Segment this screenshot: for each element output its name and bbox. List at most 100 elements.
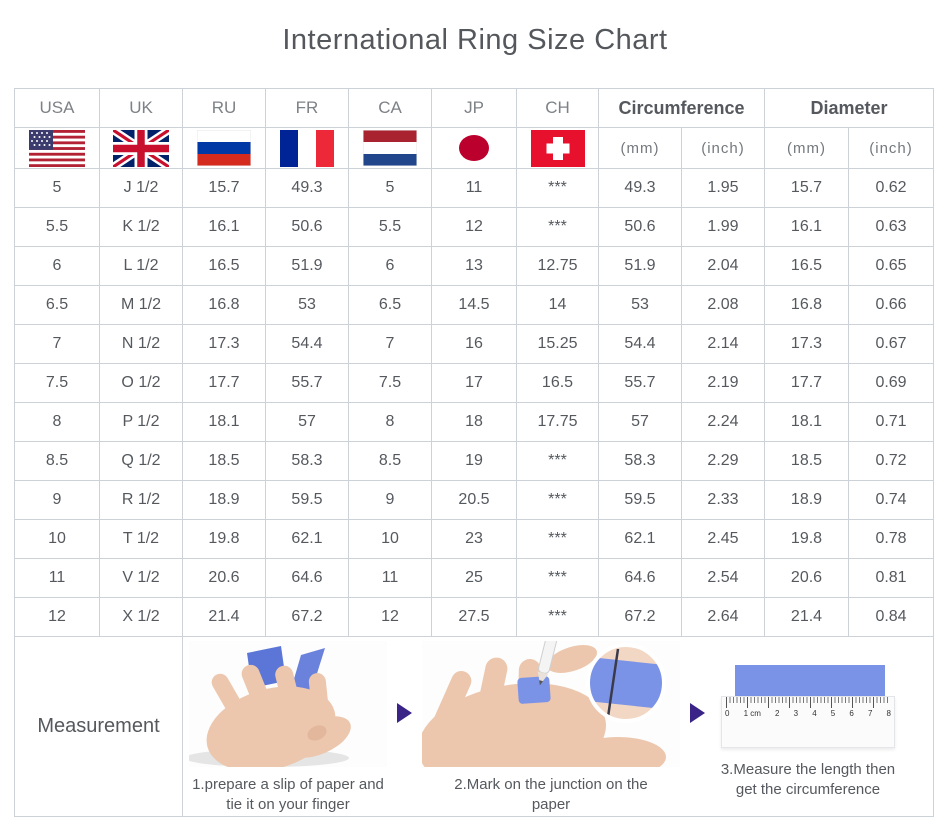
table-cell: 16 — [431, 324, 517, 364]
paper-strip — [735, 664, 885, 697]
page-title: International Ring Size Chart — [282, 24, 668, 56]
table-cell: 2.19 — [681, 363, 765, 403]
table-cell: 12 — [14, 597, 100, 637]
measurement-steps: 1.prepare a slip of paper and tie it on … — [183, 627, 933, 816]
table-cell: 5 — [14, 168, 100, 208]
table-cell: 0.67 — [847, 324, 935, 364]
table-cell: 20.5 — [431, 480, 517, 520]
table-cell: 16.5 — [516, 363, 599, 403]
table-cell: *** — [516, 558, 599, 598]
table-cell: 0.66 — [847, 285, 935, 325]
table-cell: 64.6 — [598, 558, 682, 598]
table-cell: 17 — [431, 363, 517, 403]
table-cell: 17.75 — [516, 402, 599, 442]
table-cell: 7 — [348, 324, 432, 364]
unit-header-diameter-inch: (inch) — [847, 127, 935, 169]
table-cell: 51.9 — [598, 246, 682, 286]
table-cell: 10 — [14, 519, 100, 559]
table-cell: 8 — [14, 402, 100, 442]
ruler-number: 0 — [725, 708, 730, 718]
table-cell: 59.5 — [598, 480, 682, 520]
ruler-number: 4 — [812, 708, 817, 718]
table-cell: 14 — [516, 285, 599, 325]
step2-photo-mark-junction — [418, 627, 680, 791]
col-header-ca: CA — [348, 88, 432, 128]
measurement-step-3: 0 1 cm 2 3 4 5 6 7 8 3.Measure the length then g… — [715, 656, 901, 801]
table-cell: 27.5 — [431, 597, 517, 637]
table-cell: 17.7 — [764, 363, 849, 403]
table-cell: R 1/2 — [99, 480, 183, 520]
ca-flag-icon — [363, 130, 417, 166]
table-row: 6.5 M 1/2 16.8 53 6.5 14.5 14 53 2.08 16.8 0.66 — [14, 285, 935, 325]
table-cell: 2.08 — [681, 285, 765, 325]
arrow-right-icon — [690, 703, 705, 724]
table-cell: 7.5 — [348, 363, 432, 403]
unit-header-diameter-mm: (mm) — [764, 127, 849, 169]
table-cell: 6 — [348, 246, 432, 286]
ruler-number: 8 — [886, 708, 891, 718]
table-cell: 0.71 — [847, 402, 935, 442]
table-cell: 0.72 — [847, 441, 935, 481]
table-row: 8.5 Q 1/2 18.5 58.3 8.5 19 *** 58.3 2.29 18.5 0.72 — [14, 441, 935, 481]
table-cell: M 1/2 — [99, 285, 183, 325]
table-cell: 9 — [14, 480, 100, 520]
table-cell: 11 — [348, 558, 432, 598]
table-cell: 0.65 — [847, 246, 935, 286]
table-cell: 16.8 — [182, 285, 266, 325]
table-cell: 16.8 — [764, 285, 849, 325]
table-cell: 14.5 — [431, 285, 517, 325]
table-cell: 16.5 — [182, 246, 266, 286]
table-cell: 7.5 — [14, 363, 100, 403]
table-cell: 2.24 — [681, 402, 765, 442]
table-cell: 51.9 — [265, 246, 349, 286]
table-cell: 18.1 — [764, 402, 849, 442]
table-cell: 64.6 — [265, 558, 349, 598]
measurement-step-2: 2.Mark on the junction on the paper — [418, 627, 680, 816]
ru-flag-icon — [197, 130, 251, 166]
table-cell: 17.3 — [182, 324, 266, 364]
table-cell: 12.75 — [516, 246, 599, 286]
table-cell: 53 — [598, 285, 682, 325]
table-cell: 23 — [431, 519, 517, 559]
ruler-number: 5 — [830, 708, 836, 718]
col-header-ru: RU — [182, 88, 266, 128]
table-cell: 17.3 — [764, 324, 849, 364]
table-cell: 49.3 — [598, 168, 682, 208]
table-cell: 0.84 — [847, 597, 935, 637]
table-row: 12 X 1/2 21.4 67.2 12 27.5 *** 67.2 2.64 21.4 0.84 — [14, 597, 935, 637]
fr-flag-icon — [280, 129, 334, 167]
table-cell: 0.74 — [847, 480, 935, 520]
table-cell: 5.5 — [348, 207, 432, 247]
table-cell: 8 — [348, 402, 432, 442]
jp-flag-icon — [454, 132, 494, 164]
table-cell: *** — [516, 441, 599, 481]
table-cell: O 1/2 — [99, 363, 183, 403]
table-cell: 0.78 — [847, 519, 935, 559]
table-cell: 5 — [348, 168, 432, 208]
table-cell: 54.4 — [598, 324, 682, 364]
table-cell: P 1/2 — [99, 402, 183, 442]
table-cell: 11 — [14, 558, 100, 598]
step3-photo-ruler: 0 1 cm 2 3 4 5 6 7 8 — [719, 656, 897, 755]
table-cell: 18.9 — [182, 480, 266, 520]
table-row: 11 V 1/2 20.6 64.6 11 25 *** 64.6 2.54 20.6 0.81 — [14, 558, 935, 598]
table-row: 10 T 1/2 19.8 62.1 10 23 *** 62.1 2.45 19.8 0.78 — [14, 519, 935, 559]
table-cell: 55.7 — [265, 363, 349, 403]
usa-flag-icon — [29, 129, 85, 167]
table-cell: 8.5 — [348, 441, 432, 481]
table-cell: 20.6 — [764, 558, 849, 598]
table-cell: 5.5 — [14, 207, 100, 247]
table-cell: 15.25 — [516, 324, 599, 364]
table-cell: *** — [516, 597, 599, 637]
table-cell: 19.8 — [764, 519, 849, 559]
table-cell: 6 — [14, 246, 100, 286]
table-cell: 15.7 — [182, 168, 266, 208]
col-header-ch: CH — [516, 88, 599, 128]
table-cell: 0.81 — [847, 558, 935, 598]
ruler-ticks — [726, 696, 890, 708]
table-cell: 2.14 — [681, 324, 765, 364]
